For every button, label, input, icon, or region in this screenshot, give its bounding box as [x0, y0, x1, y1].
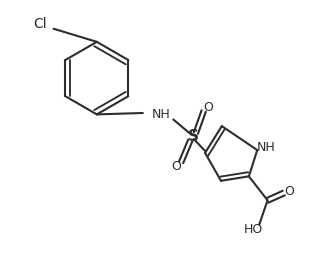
Text: O: O	[203, 101, 213, 114]
Text: O: O	[284, 186, 294, 198]
Text: HO: HO	[243, 223, 263, 236]
Text: S: S	[188, 129, 199, 144]
Text: O: O	[171, 160, 181, 173]
Text: Cl: Cl	[34, 17, 47, 31]
Text: NH: NH	[152, 108, 171, 121]
Text: NH: NH	[256, 141, 275, 154]
